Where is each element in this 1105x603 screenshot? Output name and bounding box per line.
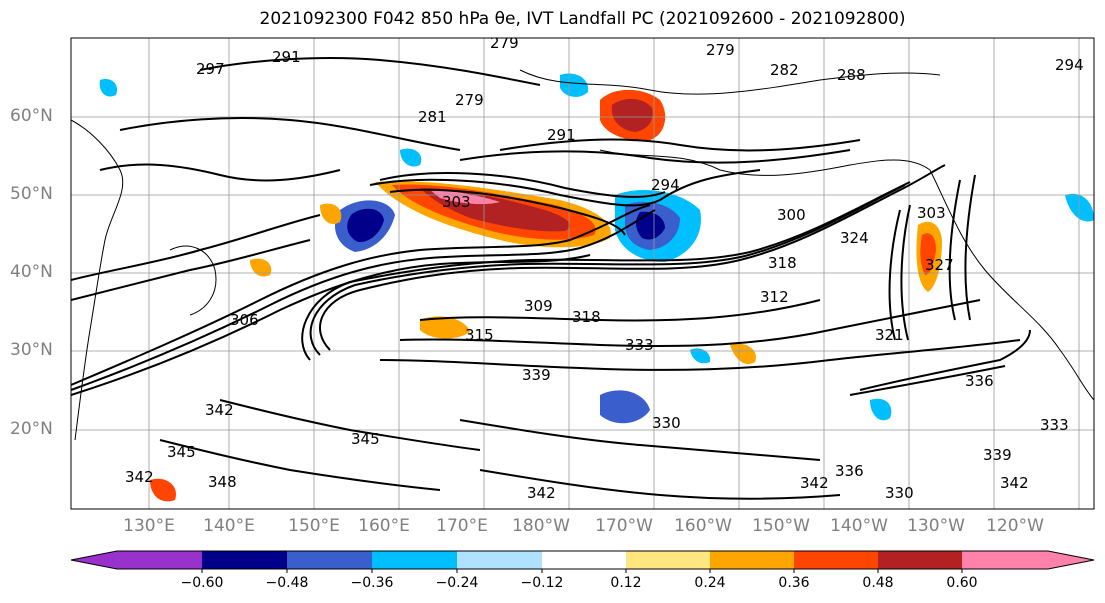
colorbar-bin: [710, 551, 794, 569]
lon-label: 170°W: [595, 516, 653, 536]
svg-text:336: 336: [965, 372, 994, 390]
svg-text:294: 294: [1055, 56, 1084, 74]
svg-text:279: 279: [455, 91, 484, 109]
lon-label: 140°W: [830, 516, 888, 536]
plot-frame: [70, 37, 1095, 510]
svg-text:348: 348: [208, 473, 237, 491]
colorbar-tick-label: 0.12: [610, 575, 642, 591]
svg-text:303: 303: [917, 204, 946, 222]
svg-text:288: 288: [837, 66, 866, 84]
colorbar-tick-label: 0.48: [862, 575, 894, 591]
svg-text:309: 309: [524, 297, 553, 315]
svg-text:303: 303: [442, 193, 471, 211]
svg-text:345: 345: [351, 430, 380, 448]
svg-text:330: 330: [885, 484, 914, 502]
shading-layer: [99, 73, 1094, 502]
svg-text:333: 333: [1040, 416, 1069, 434]
svg-text:342: 342: [125, 468, 154, 486]
colorbar-bin: [117, 551, 202, 569]
svg-text:281: 281: [418, 108, 447, 126]
svg-text:336: 336: [835, 462, 864, 480]
svg-text:342: 342: [800, 474, 829, 492]
svg-text:279: 279: [490, 34, 519, 52]
colorbar-bin: [287, 551, 372, 569]
svg-text:291: 291: [547, 126, 576, 144]
svg-text:333: 333: [625, 336, 654, 354]
lon-label: 160°W: [674, 516, 732, 536]
colorbar-tick-label: −0.36: [350, 575, 394, 591]
colorbar-extend-min: [71, 551, 117, 569]
map-title: 2021092300 F042 850 hPa θe, IVT Landfall…: [259, 9, 906, 29]
colorbar-bin: [794, 551, 878, 569]
lat-label: 50°N: [10, 184, 53, 204]
svg-text:318: 318: [572, 308, 601, 326]
coastlines: [71, 69, 1094, 441]
colorbar-bin: [372, 551, 457, 569]
svg-text:342: 342: [1000, 474, 1029, 492]
colorbar-tick-label: −0.48: [265, 575, 309, 591]
colorbar-bin: [878, 551, 962, 569]
svg-text:345: 345: [167, 443, 196, 461]
colorbar-tick-label: −0.12: [520, 575, 564, 591]
lon-label: 130°E: [123, 516, 175, 536]
lon-label: 180°W: [512, 516, 570, 536]
lon-label: 170°E: [436, 516, 488, 536]
svg-text:312: 312: [760, 288, 789, 306]
colorbar-bin: [457, 551, 542, 569]
colorbar-bin: [626, 551, 710, 569]
svg-text:339: 339: [983, 446, 1012, 464]
svg-text:294: 294: [651, 176, 680, 194]
lon-label: 160°E: [358, 516, 410, 536]
svg-text:330: 330: [652, 414, 681, 432]
lon-label: 150°W: [752, 516, 810, 536]
colorbar-tick-label: −0.24: [435, 575, 479, 591]
colorbar-bin: [542, 551, 626, 569]
svg-text:339: 339: [522, 366, 551, 384]
lat-label: 60°N: [10, 106, 53, 126]
svg-text:291: 291: [272, 48, 301, 66]
lon-label: 130°W: [907, 516, 965, 536]
theta-e-contours: [71, 57, 1031, 500]
svg-text:321: 321: [875, 326, 904, 344]
svg-text:300: 300: [777, 206, 806, 224]
colorbar-tick-label: 0.36: [778, 575, 810, 591]
svg-text:324: 324: [840, 229, 869, 247]
colorbar-extend-max: [1048, 551, 1094, 569]
lat-label: 20°N: [10, 419, 53, 439]
colorbar: [70, 550, 1095, 573]
svg-text:342: 342: [527, 484, 556, 502]
colorbar-bin: [202, 551, 287, 569]
lat-label: 40°N: [10, 262, 53, 282]
colorbar-tick-label: −0.60: [180, 575, 224, 591]
svg-text:282: 282: [770, 61, 799, 79]
svg-text:327: 327: [925, 256, 954, 274]
contour-labels: 279 279 282 297 291 288 294 279 281 291 …: [125, 34, 1084, 502]
svg-text:342: 342: [205, 401, 234, 419]
svg-text:315: 315: [465, 326, 494, 344]
svg-text:306: 306: [230, 311, 259, 329]
svg-text:279: 279: [706, 41, 735, 59]
svg-text:297: 297: [196, 60, 225, 78]
lon-label: 150°E: [288, 516, 340, 536]
svg-text:318: 318: [768, 254, 797, 272]
colorbar-tick-label: 0.24: [694, 575, 726, 591]
lat-label: 30°N: [10, 340, 53, 360]
lon-label: 140°E: [203, 516, 255, 536]
lon-label: 120°W: [986, 516, 1044, 536]
colorbar-tick-label: 0.60: [946, 575, 978, 591]
colorbar-bin: [962, 551, 1048, 569]
